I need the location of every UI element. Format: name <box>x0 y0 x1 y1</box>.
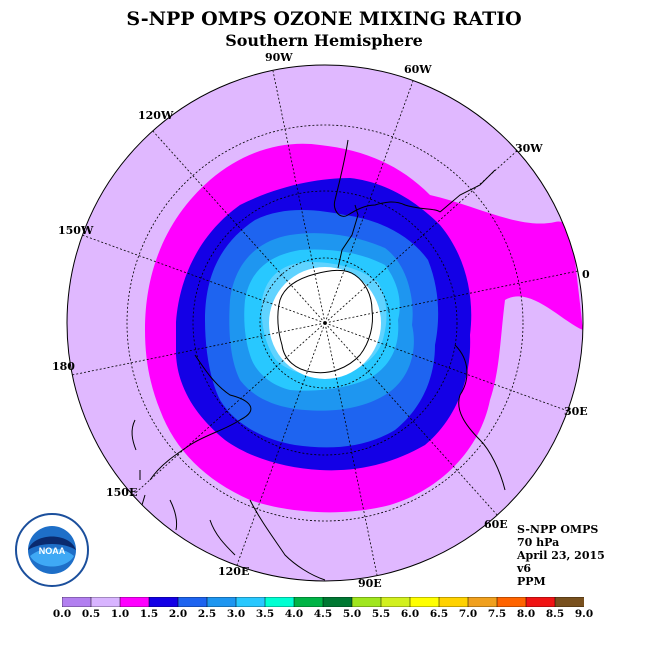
colorbar-swatch <box>62 597 92 607</box>
colorbar-tick-label: 1.0 <box>110 608 130 620</box>
info-date: April 23, 2015 <box>517 549 605 562</box>
colorbar-swatch <box>525 597 556 607</box>
colorbar-tick-label: 2.0 <box>168 608 188 620</box>
lon-label-150w: 150W <box>58 224 94 237</box>
colorbar-swatch <box>206 597 237 607</box>
colorbar-swatch <box>351 597 382 607</box>
colorbar-swatch <box>322 597 353 607</box>
colorbar-tick-label: 7.5 <box>487 608 507 620</box>
colorbar-tick-label: 6.0 <box>400 608 420 620</box>
map-border <box>66 64 584 582</box>
lon-label-180: 180 <box>52 360 75 373</box>
colorbar-swatch <box>235 597 266 607</box>
colorbar-tick-label: 4.5 <box>313 608 333 620</box>
noaa-logo-text: NOAA <box>39 546 66 556</box>
colorbar-swatch <box>496 597 527 607</box>
colorbar-swatch <box>438 597 469 607</box>
lon-label-60e: 60E <box>484 518 508 531</box>
lon-label-120w: 120W <box>138 109 174 122</box>
colorbar <box>62 597 584 607</box>
colorbar-tick-label: 8.5 <box>545 608 565 620</box>
map-subtitle: Southern Hemisphere <box>225 31 423 50</box>
colorbar-tick-label: 3.5 <box>255 608 275 620</box>
info-instrument: S-NPP OMPS <box>517 523 599 536</box>
graticule <box>71 70 579 576</box>
colorbar-swatch <box>380 597 411 607</box>
lon-label-60w: 60W <box>404 63 432 76</box>
colorbar-tick-label: 0.0 <box>52 608 72 620</box>
info-level: 70 hPa <box>517 536 560 549</box>
colorbar-swatch <box>90 597 121 607</box>
colorbar-swatch <box>148 597 179 607</box>
colorbar-tick-label: 3.0 <box>226 608 246 620</box>
lon-label-120e: 120E <box>218 565 249 578</box>
colorbar-tick-label: 1.5 <box>139 608 159 620</box>
lon-label-90e: 90E <box>358 577 382 590</box>
lon-label-0: 0 <box>582 268 590 281</box>
colorbar-swatch <box>177 597 208 607</box>
colorbar-tick-label: 2.5 <box>197 608 217 620</box>
map-title: S-NPP OMPS OZONE MIXING RATIO <box>126 8 522 30</box>
colorbar-tick-label: 6.5 <box>429 608 449 620</box>
colorbar-swatch <box>264 597 295 607</box>
colorbar-tick-label: 9.0 <box>574 608 594 620</box>
colorbar-tick-label: 4.0 <box>284 608 304 620</box>
colorbar-swatch <box>554 597 584 607</box>
lon-label-150e: 150E <box>106 486 137 499</box>
colorbar-swatch <box>293 597 324 607</box>
lon-label-30w: 30W <box>515 142 543 155</box>
colorbar-tick-label: 5.0 <box>342 608 362 620</box>
lon-label-90w: 90W <box>265 51 293 64</box>
coastlines <box>131 139 506 581</box>
colorbar-swatch <box>119 597 150 607</box>
colorbar-tick-label: 0.5 <box>81 608 101 620</box>
info-units: PPM <box>517 575 546 588</box>
colorbar-swatch <box>467 597 498 607</box>
info-version: v6 <box>517 562 532 575</box>
colorbar-swatch <box>409 597 440 607</box>
lon-label-30e: 30E <box>564 405 588 418</box>
info-block: S-NPP OMPS 70 hPa April 23, 2015 v6 PPM <box>517 523 605 588</box>
colorbar-tick-label: 5.5 <box>371 608 391 620</box>
noaa-logo: NOAA <box>15 513 89 587</box>
colorbar-tick-label: 7.0 <box>458 608 478 620</box>
colorbar-tick-label: 8.0 <box>516 608 536 620</box>
